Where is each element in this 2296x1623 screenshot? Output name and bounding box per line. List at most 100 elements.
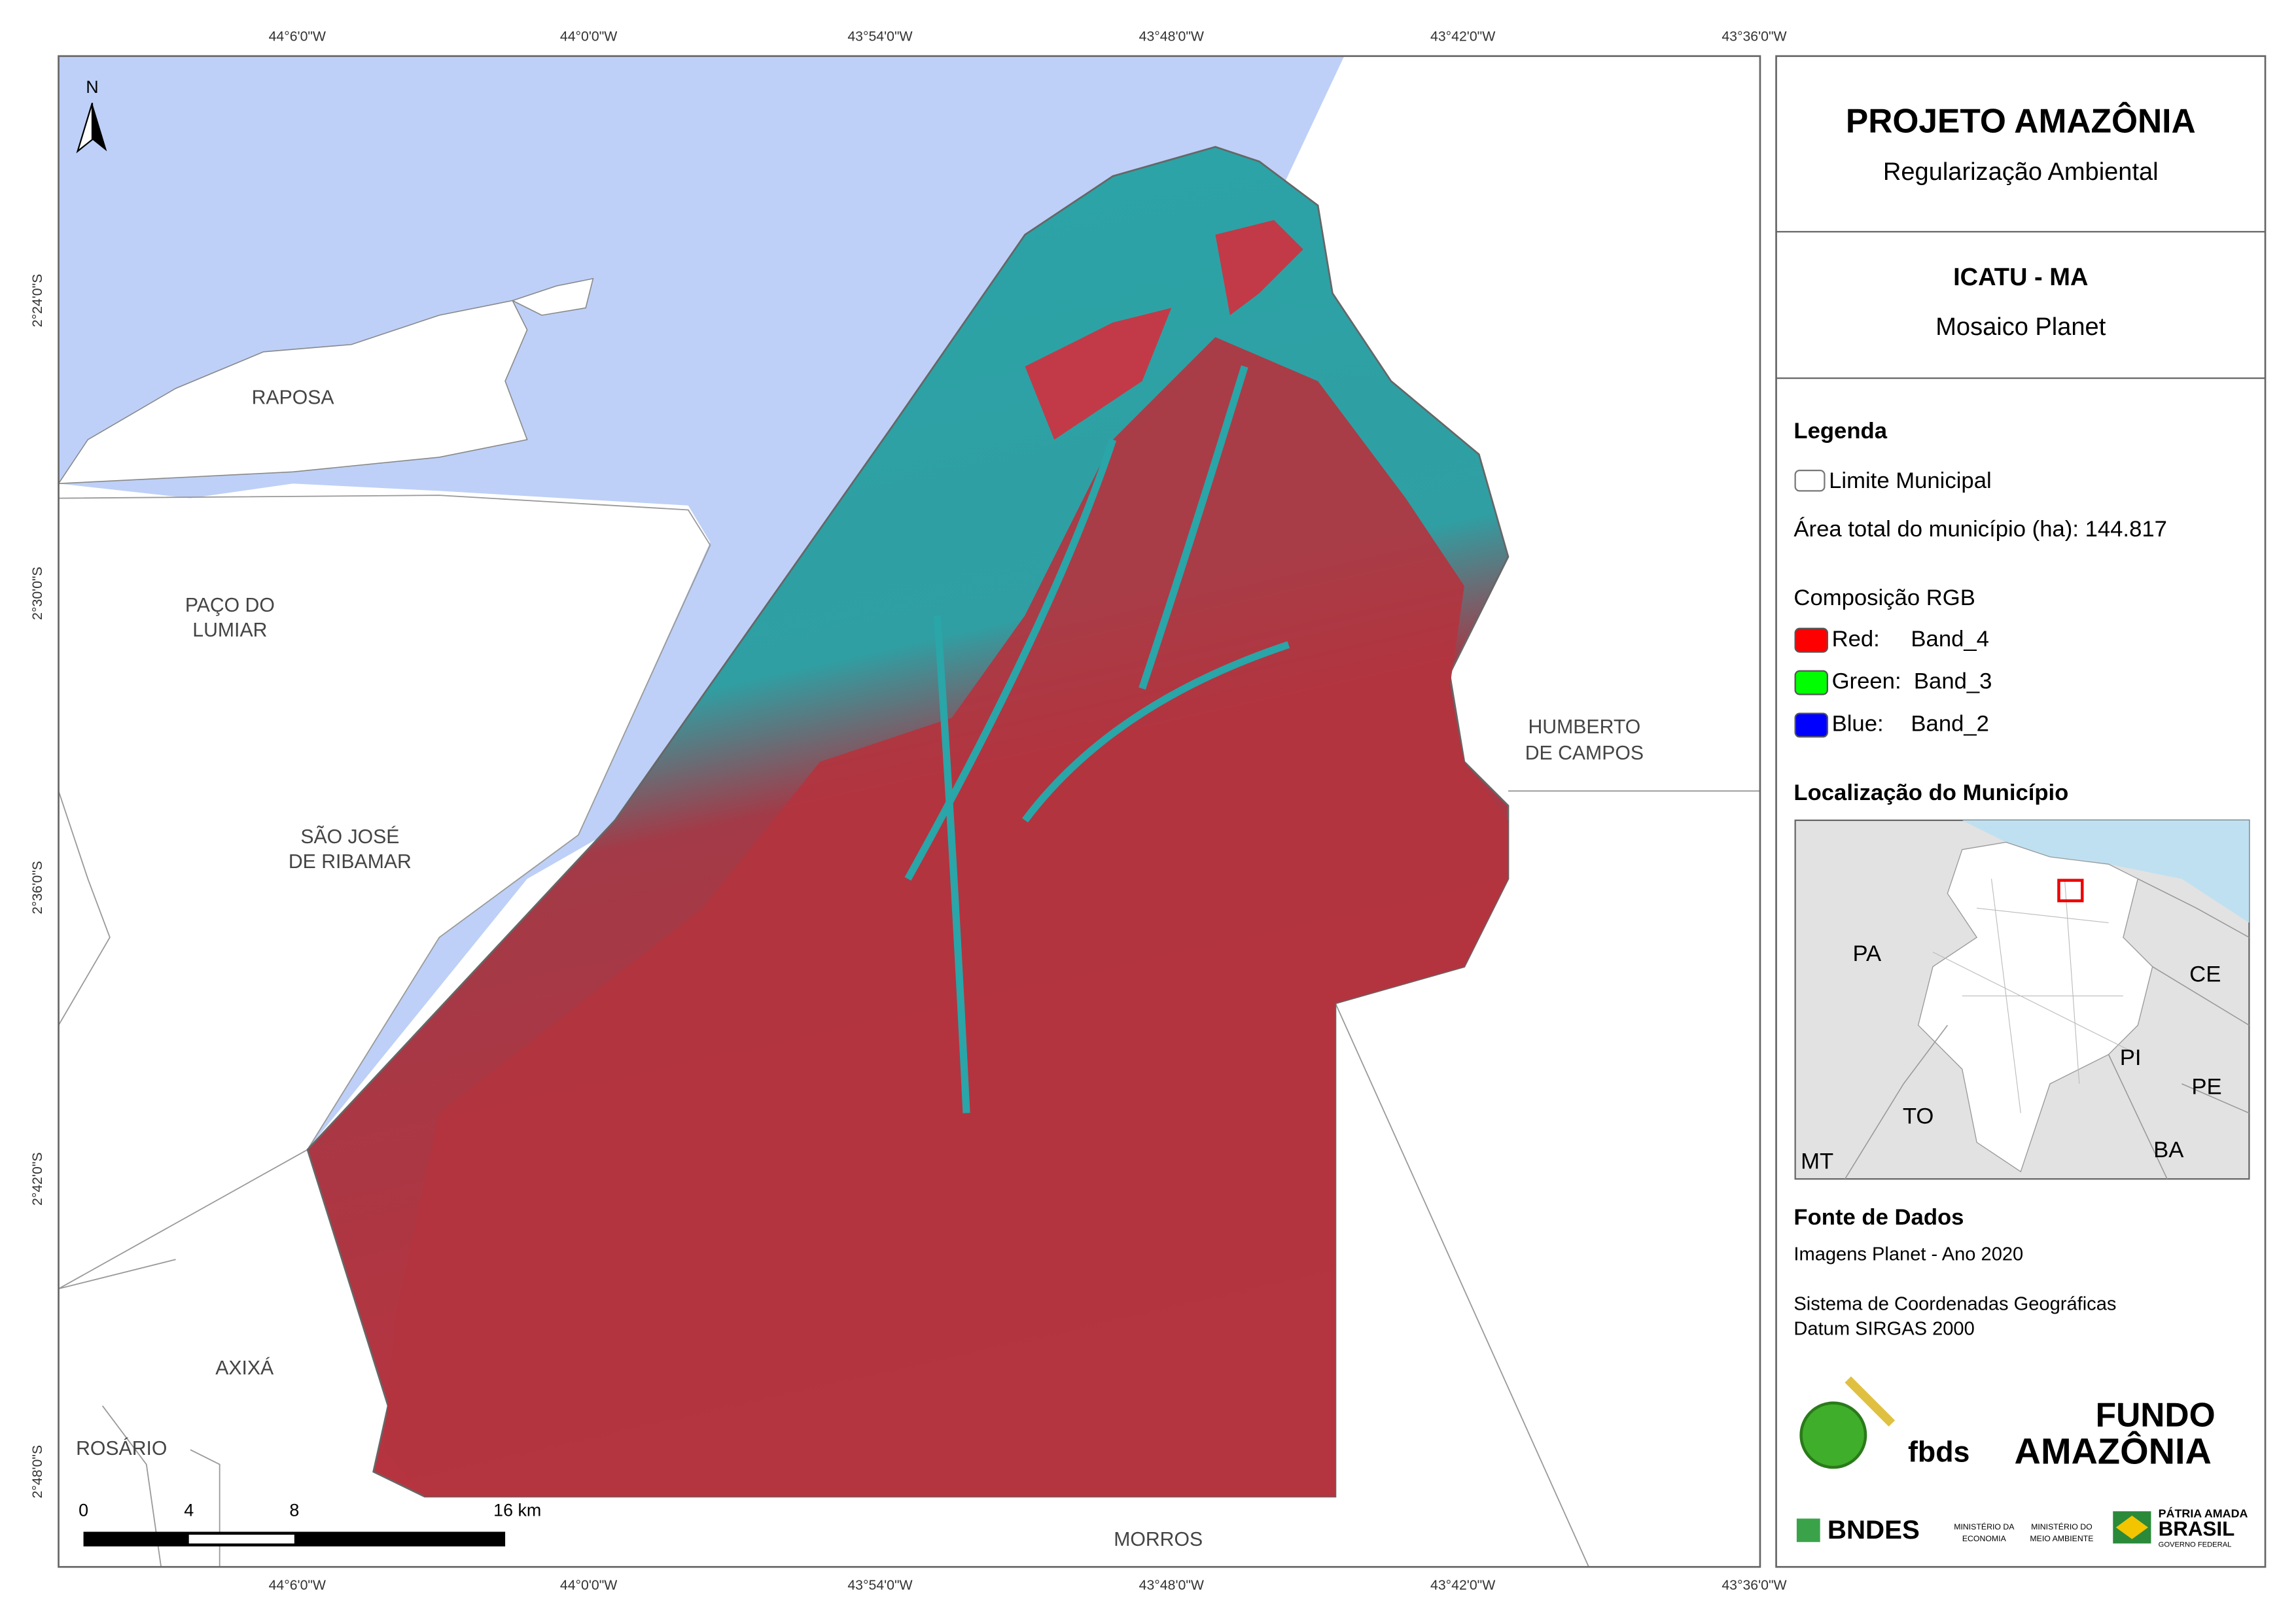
legend-label: Limite Municipal: [1829, 468, 1992, 493]
boundary-lines: [58, 495, 1760, 1567]
bndes-mark: [1796, 1518, 1820, 1543]
rgb-swatch: [1794, 670, 1828, 695]
map-frame: [58, 55, 1761, 1568]
scale-label: 0: [79, 1500, 88, 1520]
panel-title: PROJETO AMAZÔNIA: [1846, 101, 2196, 139]
panel: PROJETO AMAZÔNIA Regularização Ambiental…: [1775, 55, 2267, 1568]
rgb-band: Band_3: [1914, 669, 1992, 694]
place-label: RAPOSA: [252, 387, 335, 408]
places: RAPOSA PAÇO DO LUMIAR SÃO JOSÉ DE RIBAMA…: [76, 387, 1644, 1550]
rgb-band: Band_2: [1911, 712, 1989, 737]
place-label: DE RIBAMAR: [289, 851, 412, 873]
inset-label: PI: [2120, 1045, 2142, 1070]
north-label: N: [86, 77, 98, 97]
bndes-text: BNDES: [1828, 1515, 1920, 1544]
lon-label: 43°48'0"W: [1139, 1577, 1204, 1593]
ministry-text: MINISTÉRIO DO: [2031, 1522, 2093, 1531]
fbds-circle: [1799, 1401, 1867, 1469]
arrow-left: [76, 103, 94, 154]
place-label: LUMIAR: [192, 620, 267, 641]
inset-label: CE: [2189, 962, 2221, 986]
lon-label: 44°0'0"W: [560, 28, 617, 44]
source-line: Sistema de Coordenadas Geográficas: [1793, 1293, 2116, 1314]
lat-label: 2°24'0"S: [29, 274, 45, 328]
inset-state: [1917, 841, 2153, 1173]
place-label: PAÇO DO: [185, 595, 275, 616]
sources-heading: Fonte de Dados: [1793, 1205, 1964, 1230]
lon-label: 44°6'0"W: [269, 1577, 326, 1593]
panel-border: [1775, 55, 2267, 1568]
place-label: ROSÁRIO: [76, 1438, 167, 1459]
north-arrow: N: [76, 77, 107, 154]
lon-label: 44°0'0"W: [560, 1577, 617, 1593]
fbds-text: fbds: [1908, 1436, 1969, 1469]
rgb-label: Blue:: [1832, 712, 1884, 737]
inset-label: TO: [1903, 1104, 1934, 1128]
legend-swatch: [1794, 469, 1826, 492]
scale-segment: [188, 1535, 294, 1544]
lon-label: 43°54'0"W: [847, 1577, 912, 1593]
fundo-text: FUNDO: [2096, 1396, 2216, 1434]
rgb-label: Red:: [1832, 627, 1880, 652]
gov-text: BRASIL: [2159, 1518, 2235, 1541]
fbds-bar: [1845, 1376, 1896, 1427]
lon-label: 44°6'0"W: [269, 28, 326, 44]
inset-borders: [1845, 878, 2250, 1179]
source-line: Datum SIRGAS 2000: [1793, 1318, 1974, 1339]
location-heading: Localização do Município: [1793, 780, 2068, 805]
lat-label: 2°42'0"S: [29, 1152, 45, 1206]
inset-map: PA CE PI PE TO BA MT: [1794, 819, 2250, 1180]
lon-label: 43°36'0"W: [1722, 28, 1786, 44]
scale-label: 8: [289, 1500, 299, 1520]
lon-label: 43°42'0"W: [1430, 28, 1495, 44]
logos: fbds FUNDO AMAZÔNIA BNDES MINISTÉRIO DA …: [1796, 1376, 2248, 1549]
inset-sea: [1962, 820, 2250, 923]
scale-bar: 0 4 8 16 km: [79, 1500, 541, 1546]
place-label: SÃO JOSÉ: [300, 826, 399, 848]
legend-heading: Legenda: [1793, 419, 1887, 444]
product: Mosaico Planet: [1935, 313, 2106, 341]
gov-text: PÁTRIA AMADA: [2159, 1506, 2248, 1520]
islands-red: [1025, 220, 1303, 440]
inset-municipalities: [1932, 879, 2138, 1113]
graticule: 44°6'0"W 44°0'0"W 43°54'0"W 43°48'0"W 43…: [29, 28, 1787, 1593]
channels: [904, 365, 1290, 1113]
inset-label: PE: [2191, 1075, 2221, 1100]
lat-label: 2°48'0"S: [29, 1445, 45, 1499]
rgb-swatch: [1794, 627, 1828, 653]
scale-label: 4: [184, 1500, 194, 1520]
inset-label: MT: [1801, 1149, 1833, 1174]
inset-label: PA: [1852, 941, 1882, 966]
inset-label: BA: [2153, 1138, 2184, 1162]
scale-label: 16 km: [493, 1500, 541, 1520]
island: [511, 277, 594, 316]
map-border: [58, 55, 1761, 1568]
place-label: MORROS: [1114, 1529, 1203, 1550]
lat-label: 2°30'0"S: [29, 567, 45, 620]
lon-label: 43°42'0"W: [1430, 1577, 1495, 1593]
rgb-legend: Red: Band_4 Green: Band_3 Blue: Band_2: [1794, 627, 1992, 738]
ministry-text: MEIO AMBIENTE: [2030, 1534, 2093, 1543]
vegetation: [383, 337, 1509, 1497]
place-label: DE CAMPOS: [1525, 742, 1644, 764]
rgb-label: Green:: [1832, 669, 1901, 694]
lon-label: 43°48'0"W: [1139, 28, 1204, 44]
lon-label: 43°36'0"W: [1722, 1577, 1786, 1593]
rgb-band: Band_4: [1911, 627, 1989, 652]
inset-highlight: [2057, 879, 2084, 903]
fundo-text: AMAZÔNIA: [2015, 1431, 2212, 1472]
source-line: Imagens Planet - Ano 2020: [1793, 1244, 2023, 1265]
lat-label: 2°36'0"S: [29, 861, 45, 915]
lon-label: 43°54'0"W: [847, 28, 912, 44]
panel-subtitle: Regularização Ambiental: [1883, 158, 2159, 186]
place-label: HUMBERTO: [1528, 716, 1641, 738]
municipality: ICATU - MA: [1953, 264, 2088, 291]
area-text: Área total do município (ha): 144.817: [1793, 516, 2167, 542]
gov-text: GOVERNO FEDERAL: [2159, 1541, 2232, 1549]
rgb-swatch: [1794, 712, 1828, 738]
rgb-heading: Composição RGB: [1793, 585, 1975, 610]
ministry-text: ECONOMIA: [1962, 1534, 2007, 1543]
ministry-text: MINISTÉRIO DA: [1954, 1522, 2015, 1531]
place-label: AXIXÁ: [215, 1357, 274, 1379]
